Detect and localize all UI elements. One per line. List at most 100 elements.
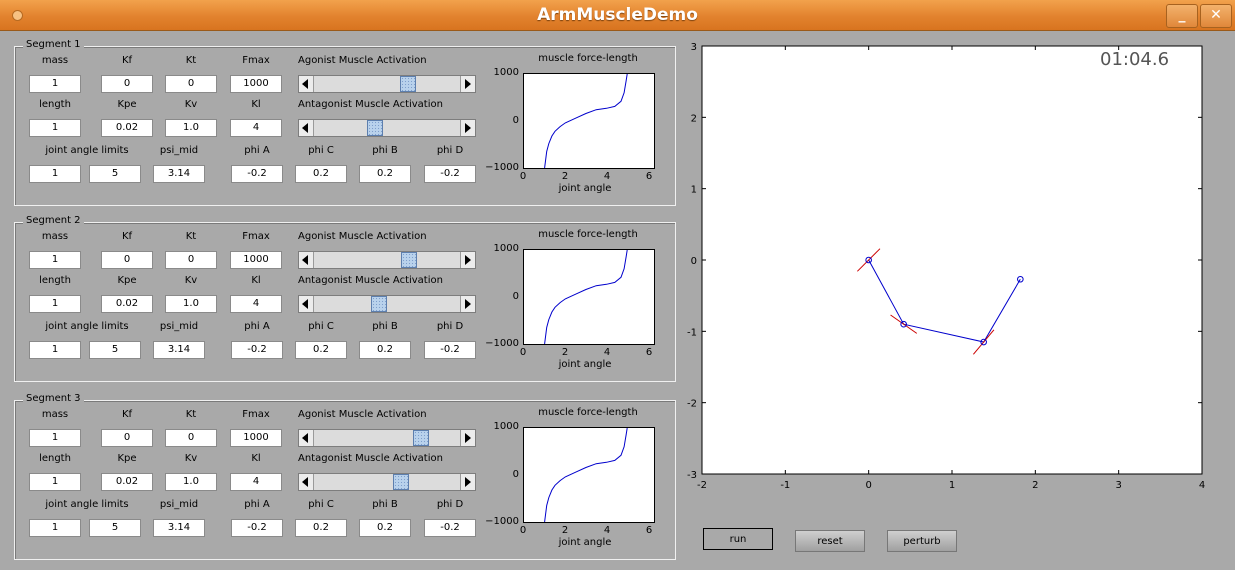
slider-right-button[interactable] [460, 430, 475, 446]
slider-left-button[interactable] [299, 296, 314, 312]
mass-field[interactable]: 1 [29, 251, 81, 269]
limit-high-field[interactable]: 5 [89, 165, 141, 183]
perturb-button[interactable]: perturb [887, 530, 957, 552]
close-button[interactable]: ✕ [1200, 4, 1232, 28]
fmax-field[interactable]: 1000 [230, 429, 282, 447]
kpe-field[interactable]: 0.02 [101, 119, 153, 137]
run-button[interactable]: run [703, 528, 773, 550]
slider-thumb[interactable] [412, 430, 429, 446]
phi-b-field[interactable]: 0.2 [359, 165, 411, 183]
limit-high-field[interactable]: 5 [89, 519, 141, 537]
length-field[interactable]: 1 [29, 473, 81, 491]
timer: 01:04.6 [1100, 49, 1170, 70]
psi-mid-field[interactable]: 3.14 [153, 165, 205, 183]
kt-field[interactable]: 0 [165, 251, 217, 269]
arrow-left-icon [302, 477, 308, 487]
phi-a-field[interactable]: -0.2 [231, 165, 283, 183]
kl-field[interactable]: 4 [230, 295, 282, 313]
slider-left-button[interactable] [299, 120, 314, 136]
slider-thumb[interactable] [367, 120, 384, 136]
reset-button[interactable]: reset [795, 530, 865, 552]
force-xtick-label: 0 [519, 347, 527, 358]
agonist-activation-slider[interactable] [298, 251, 476, 269]
phi-c-field[interactable]: 0.2 [295, 341, 347, 359]
phi-a-field[interactable]: -0.2 [231, 519, 283, 537]
force-ytick-label: 0 [512, 469, 519, 480]
antagonist-activation-slider[interactable] [298, 473, 476, 491]
slider-thumb[interactable] [393, 474, 410, 490]
limit-low-field[interactable]: 1 [29, 519, 81, 537]
slider-left-button[interactable] [299, 252, 314, 268]
phi-b-field[interactable]: 0.2 [359, 519, 411, 537]
slider-left-button[interactable] [299, 76, 314, 92]
limit-high-field[interactable]: 5 [89, 341, 141, 359]
kt-label: Kt [185, 231, 197, 242]
agonist-activation-slider[interactable] [298, 75, 476, 93]
window-menu-icon[interactable] [12, 10, 23, 21]
kt-field[interactable]: 0 [165, 429, 217, 447]
slider-thumb[interactable] [371, 296, 388, 312]
slider-left-button[interactable] [299, 474, 314, 490]
force-length-plot [523, 249, 655, 345]
force-xtick-label: 4 [603, 171, 611, 182]
force-plot-title: muscle force-length [538, 407, 638, 418]
phi-d-field[interactable]: -0.2 [424, 165, 476, 183]
force-ytick-label: 1000 [493, 67, 519, 78]
kt-label: Kt [185, 55, 197, 66]
mass-field[interactable]: 1 [29, 429, 81, 447]
kv-field[interactable]: 1.0 [165, 473, 217, 491]
slider-right-button[interactable] [460, 76, 475, 92]
slider-right-button[interactable] [460, 252, 475, 268]
kt-field[interactable]: 0 [165, 75, 217, 93]
phi-d-field[interactable]: -0.2 [424, 341, 476, 359]
minimize-button[interactable]: _ [1166, 4, 1198, 28]
kpe-field[interactable]: 0.02 [101, 473, 153, 491]
kl-label: Kl [251, 453, 261, 464]
force-ytick-label: −1000 [485, 338, 519, 349]
slider-right-button[interactable] [460, 474, 475, 490]
title-bar[interactable]: ArmMuscleDemo _ ✕ [0, 0, 1235, 31]
antagonist-activation-slider[interactable] [298, 119, 476, 137]
phi-a-field[interactable]: -0.2 [231, 341, 283, 359]
kf-field[interactable]: 0 [101, 75, 153, 93]
arrow-left-icon [302, 255, 308, 265]
force-curve-svg [544, 428, 628, 522]
length-field[interactable]: 1 [29, 295, 81, 313]
force-xtick-label: 2 [561, 347, 569, 358]
kl-field[interactable]: 4 [230, 119, 282, 137]
limit-low-field[interactable]: 1 [29, 341, 81, 359]
phi-d-field[interactable]: -0.2 [424, 519, 476, 537]
psi-mid-field[interactable]: 3.14 [153, 341, 205, 359]
phi-b-field[interactable]: 0.2 [359, 341, 411, 359]
agonist-activation-slider[interactable] [298, 429, 476, 447]
kv-field[interactable]: 1.0 [165, 119, 217, 137]
psi-mid-field[interactable]: 3.14 [153, 519, 205, 537]
slider-left-button[interactable] [299, 430, 314, 446]
x-tick-label: 1 [949, 480, 955, 491]
fmax-field[interactable]: 1000 [230, 75, 282, 93]
slider-right-button[interactable] [460, 120, 475, 136]
fmax-field[interactable]: 1000 [230, 251, 282, 269]
kf-field[interactable]: 0 [101, 251, 153, 269]
force-curve-svg [544, 250, 628, 344]
slider-thumb[interactable] [399, 76, 416, 92]
force-xtick-label: 0 [519, 171, 527, 182]
kpe-field[interactable]: 0.02 [101, 295, 153, 313]
mass-field[interactable]: 1 [29, 75, 81, 93]
kf-field[interactable]: 0 [101, 429, 153, 447]
limit-low-field[interactable]: 1 [29, 165, 81, 183]
force-plot-title: muscle force-length [538, 229, 638, 240]
phi-c-field[interactable]: 0.2 [295, 519, 347, 537]
force-ytick-label: 0 [512, 115, 519, 126]
kv-field[interactable]: 1.0 [165, 295, 217, 313]
length-field[interactable]: 1 [29, 119, 81, 137]
slider-right-button[interactable] [460, 296, 475, 312]
force-xtick-label: 6 [645, 347, 653, 358]
slider-thumb[interactable] [401, 252, 418, 268]
force-ytick-label: 0 [512, 291, 519, 302]
antagonist-activation-slider[interactable] [298, 295, 476, 313]
phi-c-field[interactable]: 0.2 [295, 165, 347, 183]
kl-field[interactable]: 4 [230, 473, 282, 491]
